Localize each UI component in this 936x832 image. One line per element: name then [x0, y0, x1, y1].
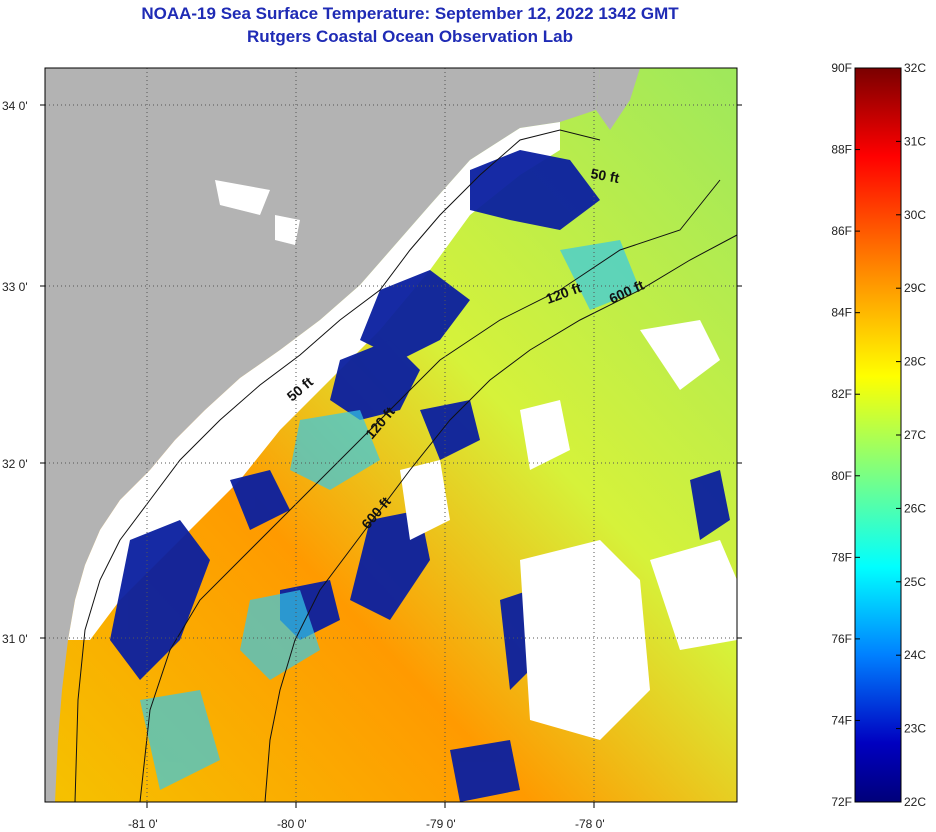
lat-label-34: 34 0': [2, 99, 28, 113]
lon-label-79: -79 0': [426, 817, 456, 831]
colorbar-label-c: 31C: [904, 134, 926, 148]
contour-label-50ft-north: 50 ft: [589, 165, 620, 186]
colorbar-label-c: 24C: [904, 648, 926, 662]
colorbar-label-c: 28C: [904, 355, 926, 369]
lat-label-33: 33 0': [2, 280, 28, 294]
colorbar-label-c: 22C: [904, 795, 926, 809]
map-border: [44, 67, 738, 803]
lat-label-31: 31 0': [2, 632, 28, 646]
contour-120ft: [139, 179, 721, 802]
colorbar-ticks-c: 32C 31C 30C 29C 28C 27C 26C 25C 24C 23C 22C: [896, 61, 926, 809]
colorbar-label-f: 80F: [831, 469, 852, 483]
land-northeast: [596, 68, 640, 130]
colorbar: 90F 88F 86F 84F 82F 80F 78F 76F 74F 72F 32C 31C 30C…: [831, 61, 926, 809]
contour-50ft: [74, 129, 601, 802]
colorbar-label-f: 88F: [831, 143, 852, 157]
mid-temp-patches: [140, 240, 640, 790]
colorbar-label-f: 76F: [831, 632, 852, 646]
colorbar-ticks-f: 90F 88F 86F 84F 82F 80F 78F 76F 74F 72F: [831, 61, 860, 809]
gridlines: [45, 68, 737, 802]
contour-600ft: [264, 234, 737, 802]
cold-patches: [110, 150, 730, 802]
colorbar-label-c: 27C: [904, 428, 926, 442]
colorbar-label-f: 72F: [831, 795, 852, 809]
axis-ticks: [40, 104, 742, 808]
lon-label-81: -81 0': [128, 817, 158, 831]
colorbar-label-c: 30C: [904, 208, 926, 222]
colorbar-label-f: 84F: [831, 306, 852, 320]
colorbar-label-c: 23C: [904, 722, 926, 736]
colorbar-label-c: 26C: [904, 501, 926, 515]
chart-subtitle: Rutgers Coastal Ocean Observation Lab: [247, 27, 573, 46]
colorbar-gradient: [854, 67, 902, 803]
colorbar-label-c: 32C: [904, 61, 926, 75]
colorbar-label-c: 29C: [904, 281, 926, 295]
chart-title: NOAA-19 Sea Surface Temperature: Septemb…: [141, 4, 679, 23]
colorbar-label-f: 82F: [831, 387, 852, 401]
colorbar-label-c: 25C: [904, 575, 926, 589]
colorbar-label-f: 86F: [831, 224, 852, 238]
lat-label-32: 32 0': [2, 457, 28, 471]
lon-label-80: -80 0': [277, 817, 307, 831]
colorbar-label-f: 78F: [831, 550, 852, 564]
cloud-patches: [215, 180, 737, 740]
colorbar-label-f: 74F: [831, 713, 852, 727]
land-mass: [45, 68, 600, 802]
colorbar-label-f: 90F: [831, 61, 852, 75]
lon-label-78: -78 0': [575, 817, 605, 831]
cloud-coastal: [68, 122, 560, 640]
